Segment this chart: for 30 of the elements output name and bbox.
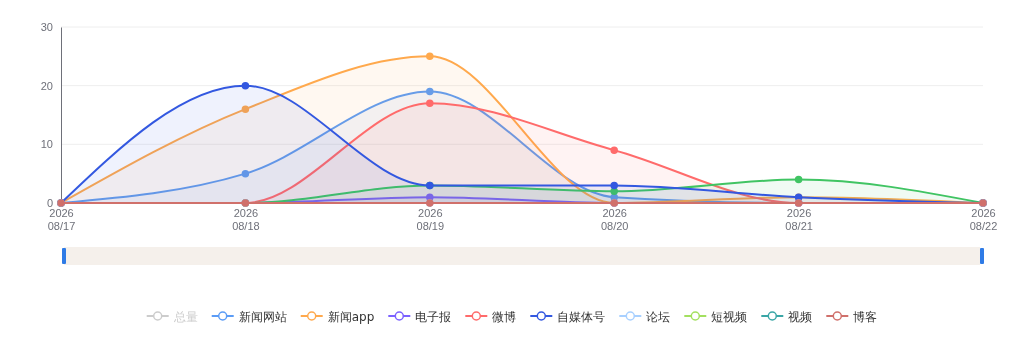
x-tick-label: 2026 08/17 xyxy=(47,207,76,232)
x-tick-label: 2026 08/21 xyxy=(785,207,813,232)
legend-label: 短视频 xyxy=(711,309,748,324)
point xyxy=(426,99,434,108)
y-tick-label: 0 xyxy=(46,197,53,210)
x-tick-label: 2026 08/20 xyxy=(600,207,629,232)
point xyxy=(426,87,434,96)
legend-label: 论坛 xyxy=(646,309,671,324)
x-tick-label: 2026 08/22 xyxy=(969,207,998,232)
legend-label: 电子报 xyxy=(415,309,452,324)
point xyxy=(610,187,618,196)
legend-label: 新闻网站 xyxy=(238,309,287,324)
x-tick-label: 2026 08/19 xyxy=(416,207,445,232)
point xyxy=(241,81,250,90)
legend-label: 新闻app xyxy=(327,309,375,324)
point xyxy=(610,181,618,190)
legend-label: 自媒体号 xyxy=(557,309,606,324)
legend-label: 视频 xyxy=(788,309,813,324)
point xyxy=(794,175,803,184)
y-tick-label: 30 xyxy=(40,21,53,34)
point xyxy=(241,105,250,113)
legend-label: 微博 xyxy=(492,309,517,324)
x-tick-label: 2026 08/18 xyxy=(232,207,260,232)
point xyxy=(426,193,434,201)
point xyxy=(426,52,434,61)
y-tick-label: 20 xyxy=(40,79,53,92)
y-tick-label: 10 xyxy=(40,138,53,151)
point xyxy=(241,169,250,178)
legend-label: 博客 xyxy=(853,309,878,324)
point xyxy=(610,146,618,154)
